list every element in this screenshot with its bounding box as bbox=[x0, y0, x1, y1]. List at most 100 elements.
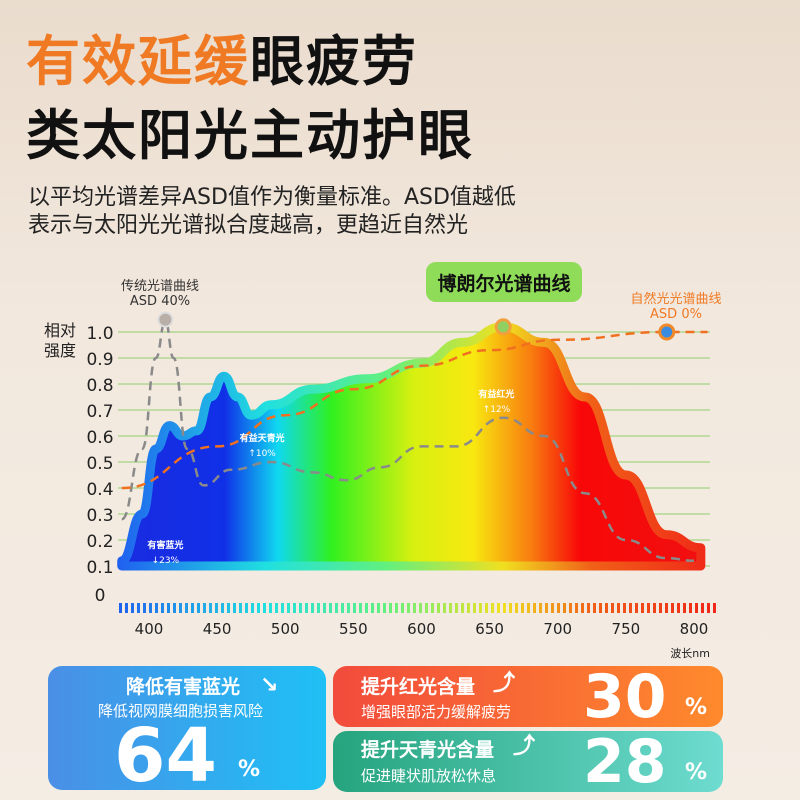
spectrum-bar bbox=[173, 603, 176, 613]
arrow-up-icon: ⤴ bbox=[513, 734, 536, 759]
spectrum-bar bbox=[689, 603, 692, 613]
spectrum-bar bbox=[437, 603, 440, 613]
spectrum-bar bbox=[275, 603, 278, 613]
spectrum-bar bbox=[671, 603, 674, 613]
spectrum-bar bbox=[323, 603, 326, 613]
spectrum-bar bbox=[569, 603, 572, 613]
card-value: 28 bbox=[583, 727, 667, 797]
headline-line2: 类太阳光主动护眼 bbox=[26, 104, 474, 167]
spectrum-bar bbox=[293, 603, 296, 613]
y-tick-label: 0.2 bbox=[86, 532, 113, 552]
spectrum-bar bbox=[197, 603, 200, 613]
spectrum-bar bbox=[221, 603, 224, 613]
y-tick-label: 0.6 bbox=[86, 428, 113, 448]
spectrum-bar bbox=[149, 603, 152, 613]
spectrum-bar bbox=[305, 603, 308, 613]
spectrum-bar bbox=[653, 603, 656, 613]
spectrum-bar bbox=[119, 603, 122, 613]
y-axis-label: 强度 bbox=[44, 341, 76, 360]
card-blue-light: 降低有害蓝光 ↘ 降低视网膜细胞损害风险 64 % bbox=[48, 666, 326, 799]
card-red-light: 提升红光含量 ⤴ 增强眼部活力缓解疲劳 30 % bbox=[333, 666, 723, 727]
spectrum-bar bbox=[395, 603, 398, 613]
spectrum-bar bbox=[605, 603, 608, 613]
spectrum-bar bbox=[383, 603, 386, 613]
spectrum-bar bbox=[263, 603, 266, 613]
spectrum-bar bbox=[701, 603, 704, 613]
spectrum-bar bbox=[269, 603, 272, 613]
spectrum-bar bbox=[665, 603, 668, 613]
x-tick-label: 500 bbox=[271, 620, 300, 638]
spectrum-bar bbox=[491, 603, 494, 613]
spectrum-bar bbox=[377, 603, 380, 613]
spectrum-bar bbox=[563, 603, 566, 613]
spectrum-bar bbox=[185, 603, 188, 613]
x-tick-label: 700 bbox=[543, 620, 572, 638]
spectrum-chart: 0 0.1 0.2 0.3 0.4 0.5 0.6 0.7 0.8 0.9 1.0 400 450 500… bbox=[44, 262, 722, 660]
spectrum-bar bbox=[677, 603, 680, 613]
spectrum-bar bbox=[209, 603, 212, 613]
spectrum-bar bbox=[425, 603, 428, 613]
spectrum-bar bbox=[179, 603, 182, 613]
annotation-change: ↑12% bbox=[483, 405, 511, 415]
spectrum-bar bbox=[509, 603, 512, 613]
spectrum-bar bbox=[341, 603, 344, 613]
spectrum-bar bbox=[161, 603, 164, 613]
y-tick-label: 0.4 bbox=[86, 480, 113, 500]
subtitle: 以平均光谱差异ASD值作为衡量标准。ASD值越低 表示与太阳光光谱拟合度越高，更趋… bbox=[28, 184, 516, 240]
spectrum-bar bbox=[203, 603, 206, 613]
spectrum-bar bbox=[635, 603, 638, 613]
spectrum-bar bbox=[299, 603, 302, 613]
spectrum-bar bbox=[695, 603, 698, 613]
spectrum-bar bbox=[155, 603, 158, 613]
x-tick-label: 400 bbox=[135, 620, 164, 638]
card-desc: 促进睫状肌放松休息 bbox=[361, 767, 497, 785]
spectrum-bar bbox=[629, 603, 632, 613]
x-axis-label: 波长nm bbox=[670, 647, 710, 660]
spectrum-bar bbox=[575, 603, 578, 613]
spectrum-bar bbox=[641, 603, 644, 613]
spectrum-bar bbox=[599, 603, 602, 613]
spectrum-bar bbox=[125, 603, 128, 613]
x-tick-label: 600 bbox=[407, 620, 436, 638]
spectrum-bar bbox=[359, 603, 362, 613]
arrow-up-icon: ⤴ bbox=[493, 671, 516, 696]
card-value: 64 bbox=[114, 713, 217, 799]
spectrum-bar bbox=[239, 603, 242, 613]
spectrum-bar bbox=[521, 603, 524, 613]
spectrum-bar bbox=[287, 603, 290, 613]
annotation-label: 有益红光 bbox=[478, 388, 514, 400]
card-desc: 增强眼部活力缓解疲劳 bbox=[361, 703, 512, 721]
spectrum-bar bbox=[167, 603, 170, 613]
spectrum-bar bbox=[557, 603, 560, 613]
y-tick-label: 0.5 bbox=[86, 454, 113, 474]
spectrum-bar bbox=[467, 603, 470, 613]
card-desc: 降低视网膜细胞损害风险 bbox=[98, 702, 264, 720]
spectrum-bar bbox=[281, 603, 284, 613]
x-tick-label: 450 bbox=[203, 620, 232, 638]
spectrum-bar bbox=[365, 603, 368, 613]
spectrum-bar bbox=[329, 603, 332, 613]
natural-spectrum-line bbox=[121, 330, 708, 490]
spectrum-bar bbox=[527, 603, 530, 613]
spectrum-bar bbox=[647, 603, 650, 613]
subtitle-line: 以平均光谱差异ASD值作为衡量标准。ASD值越低 bbox=[28, 185, 516, 210]
natural-legend: 自然光光谱曲线 bbox=[630, 291, 721, 307]
spectrum-bar bbox=[503, 603, 506, 613]
annotation-change: ↑10% bbox=[248, 449, 276, 459]
spectrum-bar bbox=[233, 603, 236, 613]
spectrum-bar bbox=[515, 603, 518, 613]
spectrum-bar bbox=[317, 603, 320, 613]
spectrum-bar bbox=[137, 603, 140, 613]
spectrum-bar bbox=[617, 603, 620, 613]
spectrum-bar bbox=[353, 603, 356, 613]
x-tick-label: 750 bbox=[612, 620, 641, 638]
spectrum-bar bbox=[335, 603, 338, 613]
card-unit: % bbox=[685, 760, 708, 785]
spectrum-bar bbox=[191, 603, 194, 613]
spectrum-bar bbox=[485, 603, 488, 613]
spectrum-bar bbox=[449, 603, 452, 613]
spectrum-bar bbox=[581, 603, 584, 613]
spectrum-bar bbox=[215, 603, 218, 613]
spectrum-bar bbox=[659, 603, 662, 613]
headline-highlight: 有效延缓 bbox=[26, 30, 250, 93]
